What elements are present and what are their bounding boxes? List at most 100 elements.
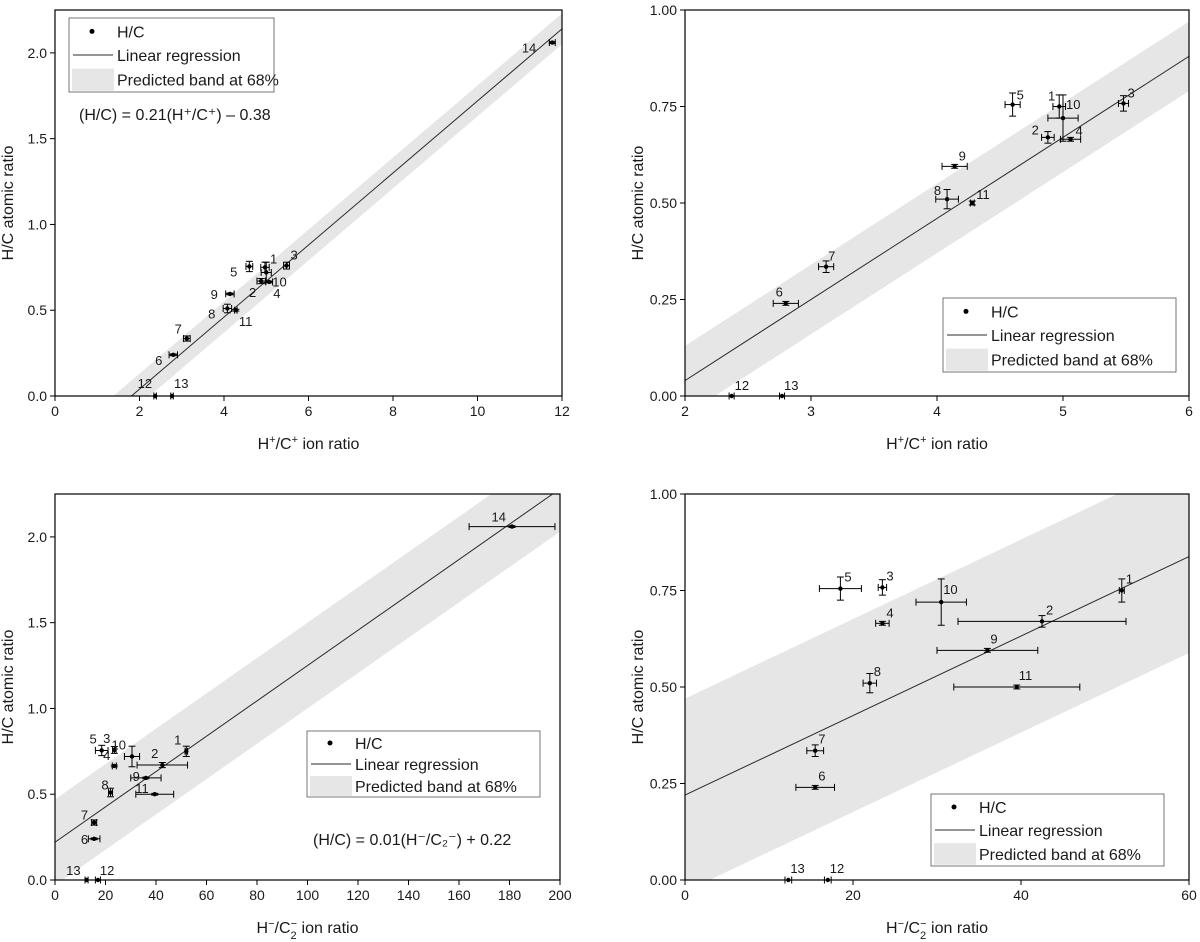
legend-band-symbol <box>934 843 976 865</box>
y-tick-label: 2.0 <box>28 529 48 545</box>
point-label: 1 <box>174 732 181 747</box>
data-point-2: 2 <box>1032 122 1055 144</box>
point-label: 11 <box>135 781 149 796</box>
point-marker <box>838 586 843 591</box>
point-marker <box>783 301 788 306</box>
point-label: 9 <box>133 769 140 784</box>
point-marker <box>1060 115 1066 121</box>
data-point-5: 5 <box>818 570 862 601</box>
data-point-13: 13 <box>779 378 798 400</box>
point-marker <box>1068 137 1073 142</box>
y-tick-label: 0.00 <box>650 872 677 888</box>
point-label: 11 <box>1019 668 1033 683</box>
point-marker <box>970 200 975 206</box>
x-tick-label: 2 <box>681 403 689 419</box>
point-label: 3 <box>291 248 298 263</box>
x-tick-label: 100 <box>296 887 320 903</box>
point-label: 13 <box>790 861 804 876</box>
y-axis-label: H/C atomic ratio <box>630 146 647 261</box>
point-label: 6 <box>155 353 162 368</box>
data-point-6: 6 <box>795 768 836 791</box>
prediction-band <box>113 13 562 396</box>
x-tick-label: 10 <box>470 403 486 419</box>
point-label: 1 <box>1048 89 1055 104</box>
legend-band-symbol <box>310 776 352 796</box>
legend-label-line: Linear regression <box>991 328 1115 345</box>
point-label: 10 <box>1066 97 1080 112</box>
data-point-5: 5 <box>89 731 109 757</box>
data-point-4: 4 <box>1059 123 1083 143</box>
y-tick-label: 0.50 <box>650 195 677 211</box>
point-marker <box>112 747 117 753</box>
point-label: 5 <box>230 264 237 279</box>
x-tick-label: 180 <box>498 887 522 903</box>
x-tick-label: 80 <box>249 887 265 903</box>
y-tick-label: 1.5 <box>28 131 48 147</box>
data-point-7: 7 <box>175 322 191 343</box>
x-axis-label: H−/C2− ion ratio <box>257 918 359 942</box>
data-point-12: 12 <box>138 376 158 400</box>
data-point-12: 12 <box>728 378 749 400</box>
point-label: 12 <box>735 378 749 393</box>
point-label: 2 <box>151 746 158 761</box>
data-point-12: 12 <box>94 863 114 884</box>
point-label: 11 <box>239 314 253 329</box>
x-tick-label: 140 <box>397 887 421 903</box>
point-marker <box>91 820 97 825</box>
point-label: 9 <box>990 631 997 646</box>
data-point-10: 10 <box>260 261 287 289</box>
point-label: 12 <box>138 376 152 391</box>
data-point-10: 10 <box>1047 94 1080 142</box>
point-marker <box>152 393 158 399</box>
legend-point-symbol <box>951 804 957 810</box>
point-marker <box>84 877 89 883</box>
x-tick-label: 20 <box>98 887 114 903</box>
point-marker <box>1010 102 1015 107</box>
legend-band-symbol <box>946 348 988 371</box>
data-point-4: 4 <box>875 605 894 627</box>
point-label: 6 <box>81 832 88 847</box>
data-point-6: 6 <box>81 832 101 847</box>
prediction-band <box>685 494 1189 880</box>
point-marker <box>1039 619 1045 624</box>
point-marker <box>985 648 990 653</box>
data-point-8: 8 <box>934 183 959 210</box>
prediction-band <box>55 494 560 880</box>
point-label: 10 <box>112 737 126 752</box>
data-point-5: 5 <box>230 260 254 279</box>
y-tick-label: 1.0 <box>28 216 48 232</box>
point-label: 9 <box>211 287 218 302</box>
point-label: 7 <box>81 808 88 823</box>
x-tick-label: 8 <box>389 403 397 419</box>
point-marker <box>786 877 791 883</box>
y-tick-label: 1.00 <box>650 2 677 18</box>
legend-point-symbol <box>89 28 95 34</box>
point-marker <box>952 164 957 169</box>
point-label: 8 <box>934 183 941 198</box>
point-label: 7 <box>828 249 835 264</box>
point-marker <box>880 585 885 590</box>
chart-panel-1: 0 2 4 6 8 10 120.00.51.01.52.0H+/C+ ion ratioH… <box>0 9 570 453</box>
legend-label-points: H/C <box>117 24 145 41</box>
point-label: 11 <box>976 187 990 202</box>
x-tick-label: 0 <box>51 403 59 419</box>
x-tick-label: 200 <box>548 887 572 903</box>
x-axis-label: H+/C+ ion ratio <box>258 434 360 453</box>
point-marker <box>184 749 189 754</box>
x-axis-label: H+/C+ ion ratio <box>886 434 988 453</box>
regression-line <box>55 494 554 843</box>
data-point-14: 14 <box>468 510 556 531</box>
legend-label-line: Linear regression <box>355 757 479 774</box>
data-point-5: 5 <box>1004 88 1024 117</box>
data-point-9: 9 <box>936 631 1039 654</box>
y-axis-label: H/C atomic ratio <box>0 146 17 261</box>
point-marker <box>152 792 157 797</box>
data-point-1: 1 <box>1118 572 1133 603</box>
point-marker <box>944 196 950 202</box>
point-marker <box>284 263 289 268</box>
point-label: 3 <box>103 731 110 746</box>
data-point-14: 14 <box>522 39 556 56</box>
point-marker <box>1121 101 1126 106</box>
point-label: 4 <box>886 605 893 620</box>
point-marker <box>95 877 101 883</box>
